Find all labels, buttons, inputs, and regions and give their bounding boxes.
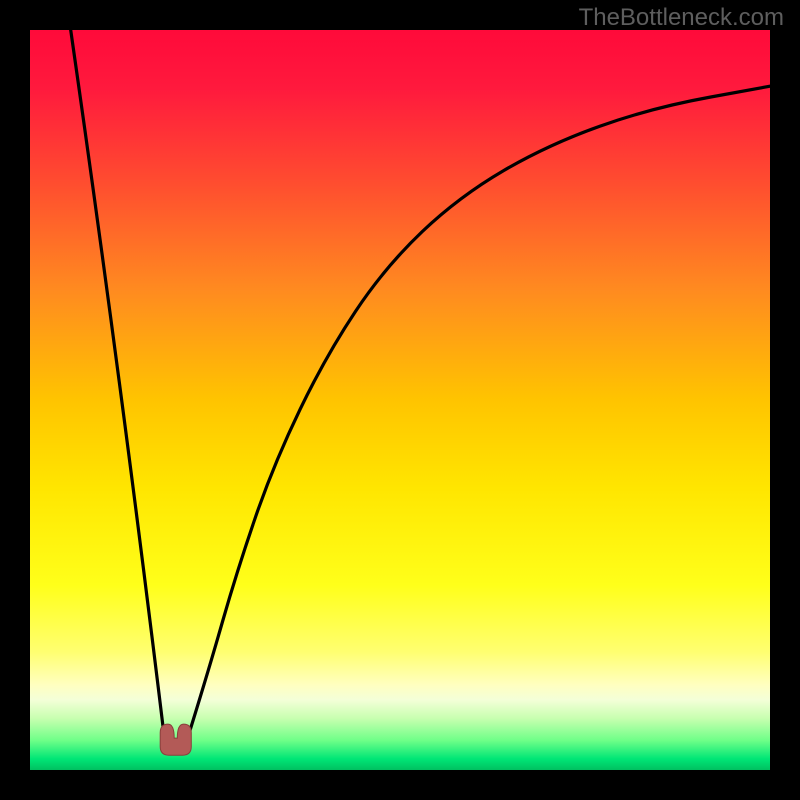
bottleneck-chart	[0, 0, 800, 800]
watermark-text: TheBottleneck.com	[579, 4, 784, 32]
figure-root: TheBottleneck.com	[0, 0, 800, 800]
plot-background	[30, 30, 770, 770]
